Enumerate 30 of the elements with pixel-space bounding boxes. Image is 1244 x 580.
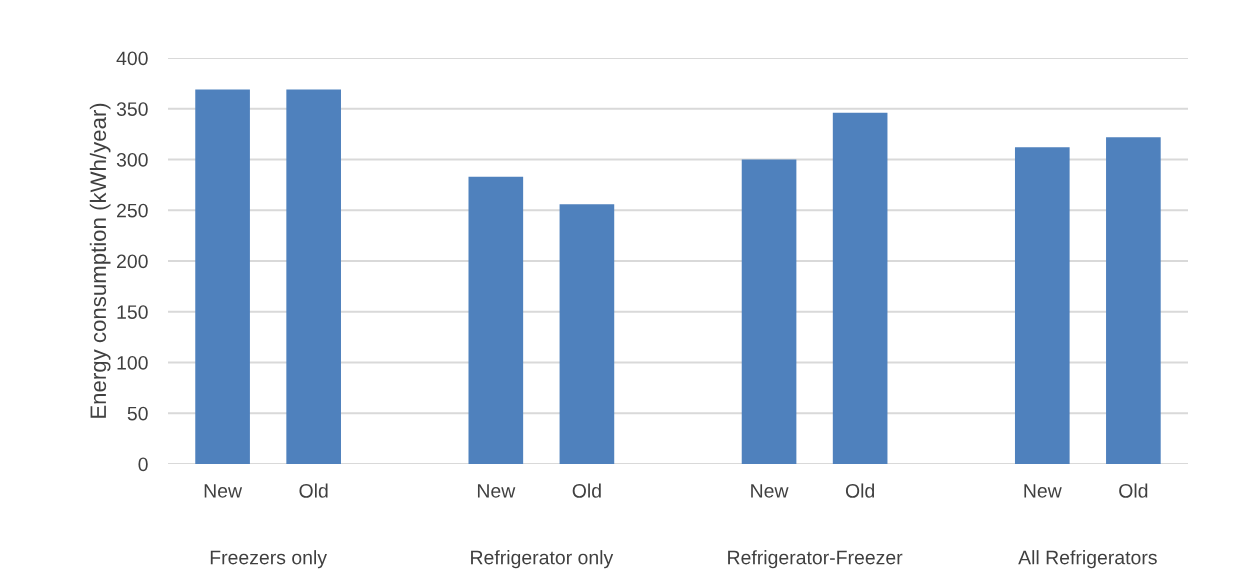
x-tick-label: Old [1119, 483, 1148, 498]
y-tick-label: 50 [127, 406, 148, 421]
y-tick-label: 200 [117, 254, 148, 269]
y-tick-label: 150 [117, 305, 148, 319]
x-tick-label: Old [299, 483, 328, 498]
x-tick-label: New [204, 484, 243, 498]
bar [741, 159, 797, 464]
x-tick-label: New [751, 484, 789, 498]
bar [468, 176, 524, 464]
bar [195, 89, 250, 464]
text: Freezers only [210, 550, 327, 569]
text: Refrigerator only [471, 550, 614, 569]
bar [832, 112, 888, 464]
text: Refrigerator-Freezer [728, 550, 903, 569]
y-tick-label: 300 [116, 152, 148, 167]
x-tick-label: New [1024, 484, 1062, 498]
bar [559, 204, 615, 464]
y-tick-label: 250 [117, 203, 148, 218]
x-tick-label: Old [845, 483, 875, 498]
y-tick-label: 0 [138, 457, 148, 472]
x-tick-label: New [477, 484, 516, 498]
bar [1014, 147, 1070, 464]
y-tick-label: 400 [116, 51, 148, 66]
x-tick-label: Old [572, 483, 601, 498]
y-tick-label: 350 [116, 102, 148, 116]
y-tick-label: 100 [117, 355, 148, 370]
y-axis-title: Energy consumption (kWh/year) [89, 103, 111, 418]
text: All Refrigerators [1018, 550, 1157, 569]
bar [286, 89, 341, 464]
bar [1106, 137, 1161, 464]
